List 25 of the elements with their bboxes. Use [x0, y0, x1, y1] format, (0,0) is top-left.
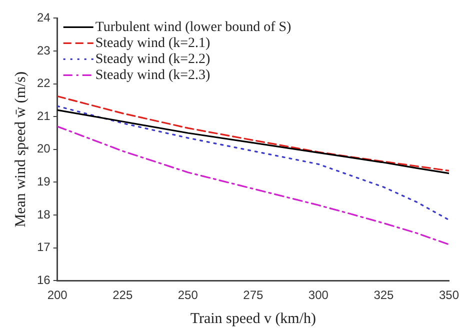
y-tick-label: 22: [36, 76, 51, 90]
x-tick-label: 225: [112, 288, 133, 302]
y-tick-label: 19: [36, 174, 51, 189]
line-series: [57, 95, 449, 172]
x-tick-label: 350: [438, 288, 460, 302]
legend-label: Steady wind (k=2.3): [95, 68, 211, 83]
x-tick-label: 200: [47, 288, 68, 302]
line-series: [57, 126, 449, 246]
x-tick-label: 250: [178, 288, 198, 302]
y-tick-label: 24: [36, 10, 51, 25]
legend-label: Steady wind (k=2.1): [95, 36, 211, 51]
x-axis-title: Train speed v (km/h): [190, 310, 316, 327]
y-axis-title: Mean wind speed w̄ (m/s): [12, 71, 29, 228]
x-tick-label: 325: [374, 288, 394, 302]
y-tick-label: 23: [36, 43, 51, 58]
y-tick-label: 18: [36, 207, 51, 222]
line-series: [57, 105, 449, 221]
y-tick-label: 21: [36, 108, 51, 123]
legend-label: Turbulent wind (lower bound of S): [95, 20, 292, 35]
x-tick-label: 275: [243, 288, 264, 302]
y-tick-label: 17: [36, 240, 51, 254]
y-tick-label: 16: [36, 272, 51, 287]
x-tick-label: 300: [308, 288, 329, 302]
y-tick-label: 20: [36, 142, 51, 156]
legend-label: Steady wind (k=2.2): [95, 52, 211, 67]
